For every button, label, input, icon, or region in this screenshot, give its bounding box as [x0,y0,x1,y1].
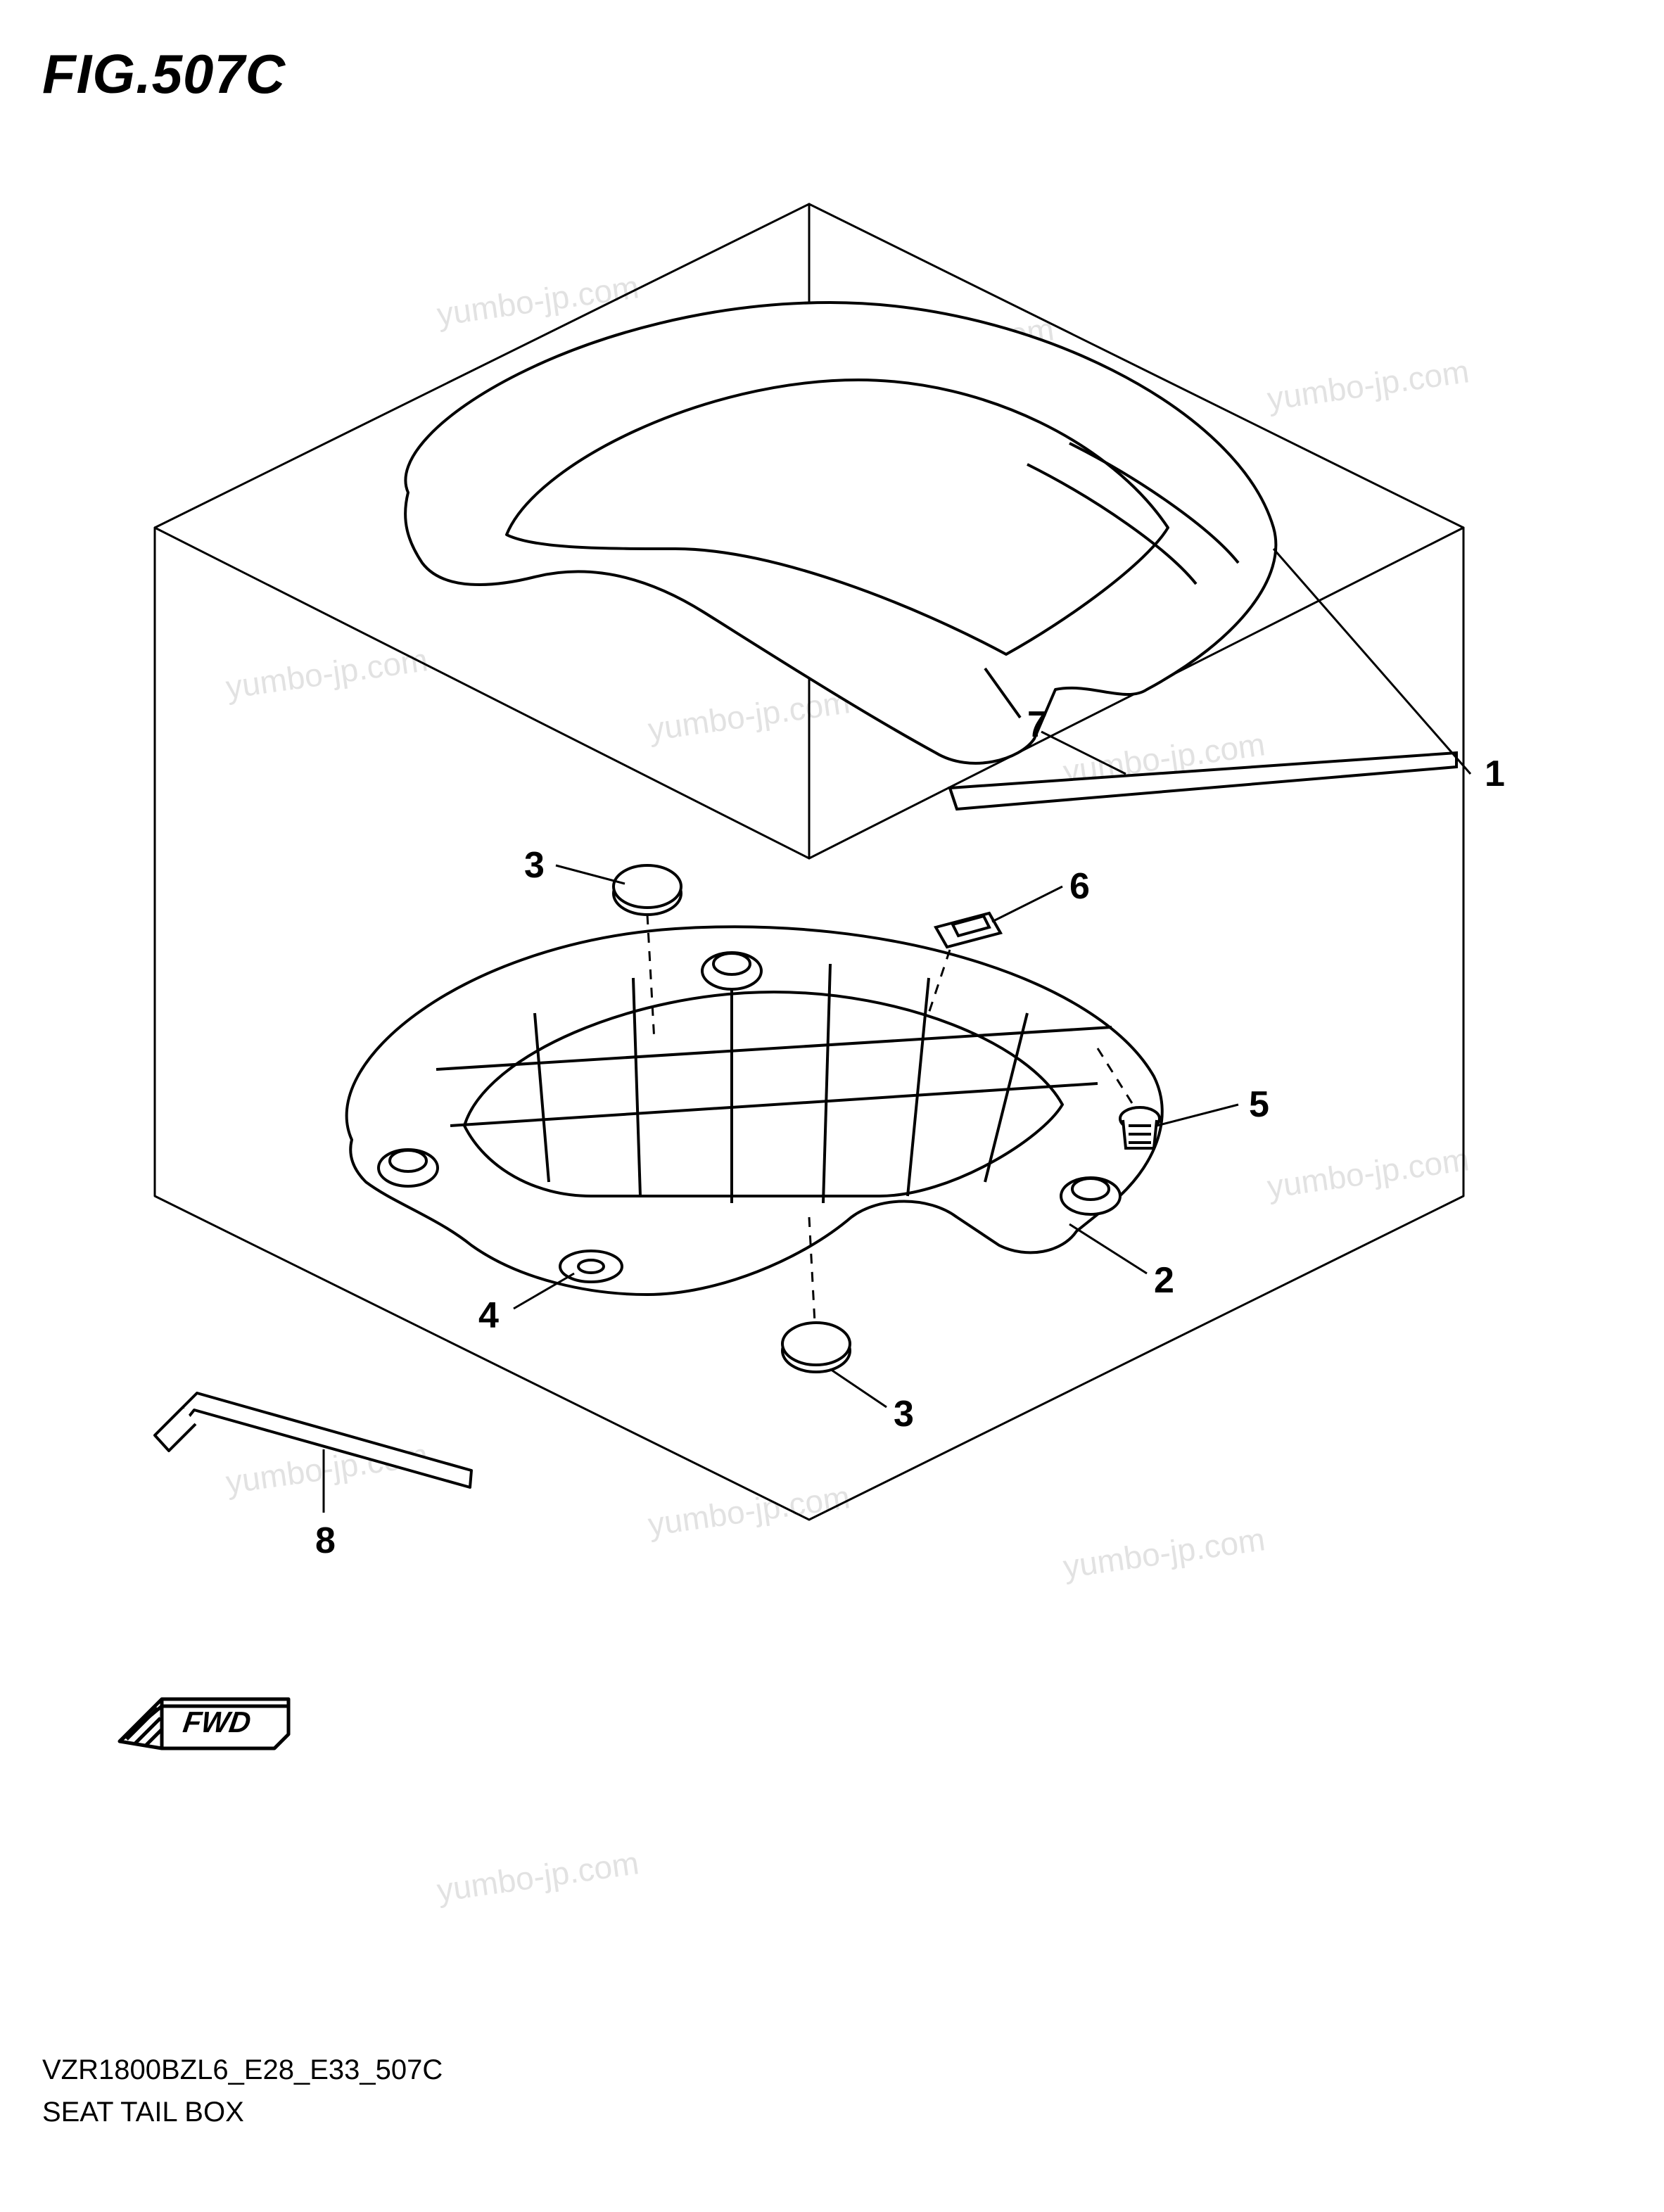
part-molding-strip [950,753,1456,809]
fwd-label: FWD [181,1705,253,1739]
part-grommet-upper [614,865,681,915]
callout-8: 8 [315,1520,336,1562]
callout-3-lower: 3 [894,1393,914,1435]
part-clip-nut [936,913,1001,947]
footer-part-name: SEAT TAIL BOX [42,2097,244,2128]
callout-1: 1 [1485,753,1505,795]
fwd-icon: FWD [106,1674,303,1780]
part-grommet-lower [782,1323,850,1372]
callout-4: 4 [478,1295,499,1337]
watermark: yumbo-jp.com [435,1843,642,1909]
iso-frame [141,197,1478,1534]
callout-6: 6 [1069,865,1090,908]
callout-3-upper: 3 [524,844,545,886]
part-screw [1120,1107,1160,1148]
footer-model-code: VZR1800BZL6_E28_E33_507C [42,2054,443,2086]
part-hex-wrench [155,1393,471,1487]
part-inner-bracket [347,927,1162,1295]
callout-2: 2 [1154,1259,1174,1302]
page-root: FIG.507C yumbo-jp.com yumbo-jp.com yumbo… [0,0,1664,2212]
part-seat-tail-cover [405,303,1276,763]
figure-title: FIG.507C [42,42,286,106]
callout-5: 5 [1249,1083,1269,1126]
callout-7: 7 [1027,704,1048,746]
